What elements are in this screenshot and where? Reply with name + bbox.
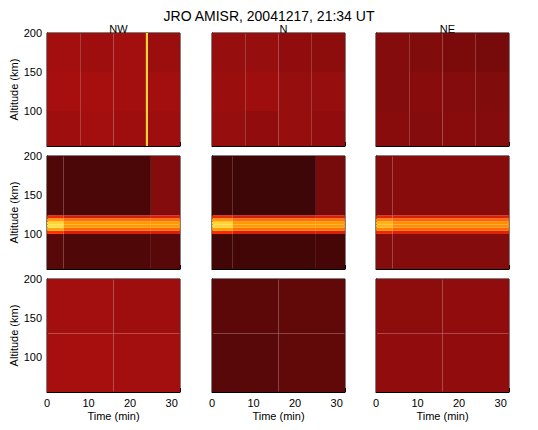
svg-text:30: 30 <box>495 397 507 409</box>
svg-text:NE: NE <box>440 23 455 35</box>
svg-text:30: 30 <box>331 397 343 409</box>
svg-text:Altitude (km): Altitude (km) <box>8 305 20 367</box>
svg-text:10: 10 <box>82 397 94 409</box>
svg-text:150: 150 <box>24 66 42 78</box>
svg-text:10: 10 <box>247 397 259 409</box>
svg-text:JRO AMISR, 20041217, 21:34 UT: JRO AMISR, 20041217, 21:34 UT <box>164 8 375 24</box>
svg-text:Time (min): Time (min) <box>252 410 304 422</box>
svg-text:200: 200 <box>24 273 42 285</box>
svg-text:0: 0 <box>44 397 50 409</box>
svg-text:Altitude (km): Altitude (km) <box>8 182 20 244</box>
svg-text:Time (min): Time (min) <box>416 410 468 422</box>
svg-text:0: 0 <box>373 397 379 409</box>
svg-text:200: 200 <box>24 150 42 162</box>
svg-text:20: 20 <box>289 397 301 409</box>
svg-text:N: N <box>280 23 288 35</box>
svg-text:150: 150 <box>24 189 42 201</box>
svg-text:100: 100 <box>24 228 42 240</box>
svg-text:Altitude (km): Altitude (km) <box>8 59 20 121</box>
svg-text:20: 20 <box>453 397 465 409</box>
svg-text:100: 100 <box>24 105 42 117</box>
svg-text:20: 20 <box>124 397 136 409</box>
svg-text:10: 10 <box>411 397 423 409</box>
svg-text:Time (min): Time (min) <box>87 410 139 422</box>
svg-text:30: 30 <box>166 397 178 409</box>
svg-text:NW: NW <box>109 23 128 35</box>
svg-text:150: 150 <box>24 312 42 324</box>
svg-text:0: 0 <box>209 397 215 409</box>
svg-text:200: 200 <box>24 27 42 39</box>
svg-text:100: 100 <box>24 351 42 363</box>
